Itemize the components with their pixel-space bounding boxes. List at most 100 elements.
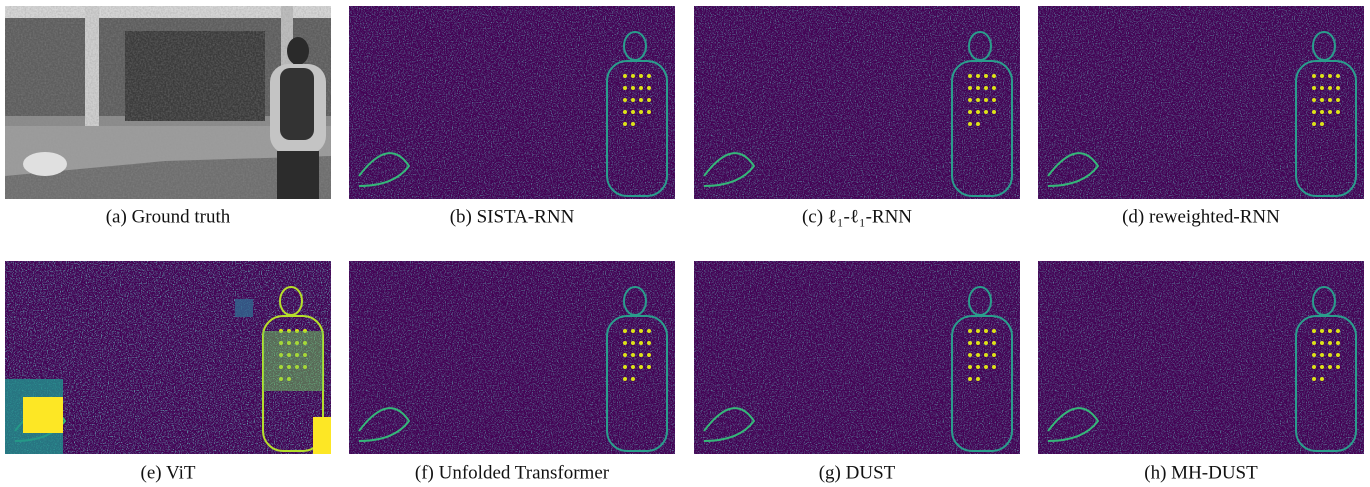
error-map-hotspot [1320, 353, 1324, 357]
error-map-hotspot [623, 86, 627, 90]
error-map-hotspot [1336, 110, 1340, 114]
error-map-hotspot [1312, 353, 1316, 357]
error-map-hotspot [1328, 341, 1332, 345]
error-map-hotspot [623, 365, 627, 369]
vit-patch [313, 417, 331, 454]
caption: (a) Ground truth [106, 206, 231, 227]
image-panel [349, 261, 675, 454]
error-map-hotspot [647, 110, 651, 114]
photo-bag [23, 152, 67, 176]
image-panel [1038, 6, 1364, 199]
error-map-hotspot [992, 341, 996, 345]
error-map-hotspot [631, 86, 635, 90]
error-map-hotspot [623, 98, 627, 102]
caption: (h) MH-DUST [1144, 462, 1258, 483]
error-map-hotspot [968, 377, 972, 381]
error-map-hotspot [992, 329, 996, 333]
error-map-hotspot [968, 122, 972, 126]
image-panel [1038, 261, 1364, 454]
error-map-hotspot [1312, 86, 1316, 90]
error-map-hotspot [1336, 341, 1340, 345]
caption: (f) Unfolded Transformer [415, 462, 610, 483]
caption: (e) ViT [141, 462, 196, 483]
error-map-hotspot [976, 377, 980, 381]
error-map-hotspot [984, 86, 988, 90]
error-map-hotspot [984, 365, 988, 369]
error-map-hotspot [1328, 98, 1332, 102]
caption: (b) SISTA-RNN [450, 206, 575, 227]
error-map-hotspot [1312, 377, 1316, 381]
error-map-hotspot [631, 329, 635, 333]
error-map-hotspot [976, 329, 980, 333]
error-map-hotspot [976, 353, 980, 357]
error-map-hotspot [968, 98, 972, 102]
error-map-hotspot [984, 74, 988, 78]
error-map-noise [1038, 6, 1364, 199]
error-map-hotspot [1320, 74, 1324, 78]
error-map-hotspot [623, 122, 627, 126]
error-map-hotspot [647, 353, 651, 357]
image-panel [5, 261, 331, 454]
error-map-hotspot [968, 86, 972, 90]
error-map-hotspot [639, 353, 643, 357]
error-map-hotspot [992, 86, 996, 90]
error-map-hotspot [1336, 86, 1340, 90]
figure: (a) Ground truth (b) SISTA-RNN (c) ℓ₁-ℓ₁-R… [0, 0, 1370, 487]
error-map-hotspot [968, 110, 972, 114]
error-map-hotspot [1320, 377, 1324, 381]
error-map-noise [694, 6, 1020, 199]
vit-patch [263, 331, 323, 391]
error-map-hotspot [639, 86, 643, 90]
error-map-hotspot [968, 365, 972, 369]
image-panel [5, 6, 331, 199]
error-map-hotspot [968, 329, 972, 333]
error-map-hotspot [647, 98, 651, 102]
error-map-hotspot [1336, 98, 1340, 102]
error-map-hotspot [976, 365, 980, 369]
error-map-hotspot [1320, 86, 1324, 90]
error-map-hotspot [1320, 98, 1324, 102]
error-map-hotspot [976, 110, 980, 114]
error-map-noise [1038, 261, 1364, 454]
vit-patch [235, 299, 253, 317]
photo-backpack [280, 68, 314, 140]
error-map-hotspot [992, 98, 996, 102]
error-map-hotspot [992, 365, 996, 369]
image-panel [694, 6, 1020, 199]
error-map-hotspot [1328, 74, 1332, 78]
error-map-hotspot [976, 341, 980, 345]
error-map-noise [349, 261, 675, 454]
error-map-hotspot [1320, 341, 1324, 345]
error-map-hotspot [623, 329, 627, 333]
error-map-hotspot [976, 74, 980, 78]
error-map-hotspot [1328, 365, 1332, 369]
error-map-hotspot [647, 74, 651, 78]
caption: (c) ℓ₁-ℓ₁-RNN [802, 206, 912, 227]
error-map-hotspot [623, 377, 627, 381]
error-map-hotspot [976, 98, 980, 102]
error-map-hotspot [631, 341, 635, 345]
error-map-hotspot [631, 74, 635, 78]
error-map-hotspot [631, 353, 635, 357]
error-map-hotspot [1320, 122, 1324, 126]
error-map-hotspot [647, 341, 651, 345]
error-map-hotspot [639, 329, 643, 333]
error-map-hotspot [639, 365, 643, 369]
error-map-hotspot [1312, 98, 1316, 102]
error-map-hotspot [1328, 110, 1332, 114]
error-map-hotspot [623, 353, 627, 357]
error-map-hotspot [639, 74, 643, 78]
error-map-noise [349, 6, 675, 199]
error-map-hotspot [1312, 365, 1316, 369]
error-map-hotspot [976, 86, 980, 90]
error-map-hotspot [623, 341, 627, 345]
error-map-hotspot [647, 365, 651, 369]
photo-legs [277, 151, 319, 199]
error-map-hotspot [1312, 341, 1316, 345]
error-map-hotspot [1328, 329, 1332, 333]
caption: (d) reweighted-RNN [1122, 206, 1280, 227]
error-map-noise [694, 261, 1020, 454]
error-map-hotspot [647, 86, 651, 90]
error-map-hotspot [992, 74, 996, 78]
error-map-hotspot [1336, 365, 1340, 369]
